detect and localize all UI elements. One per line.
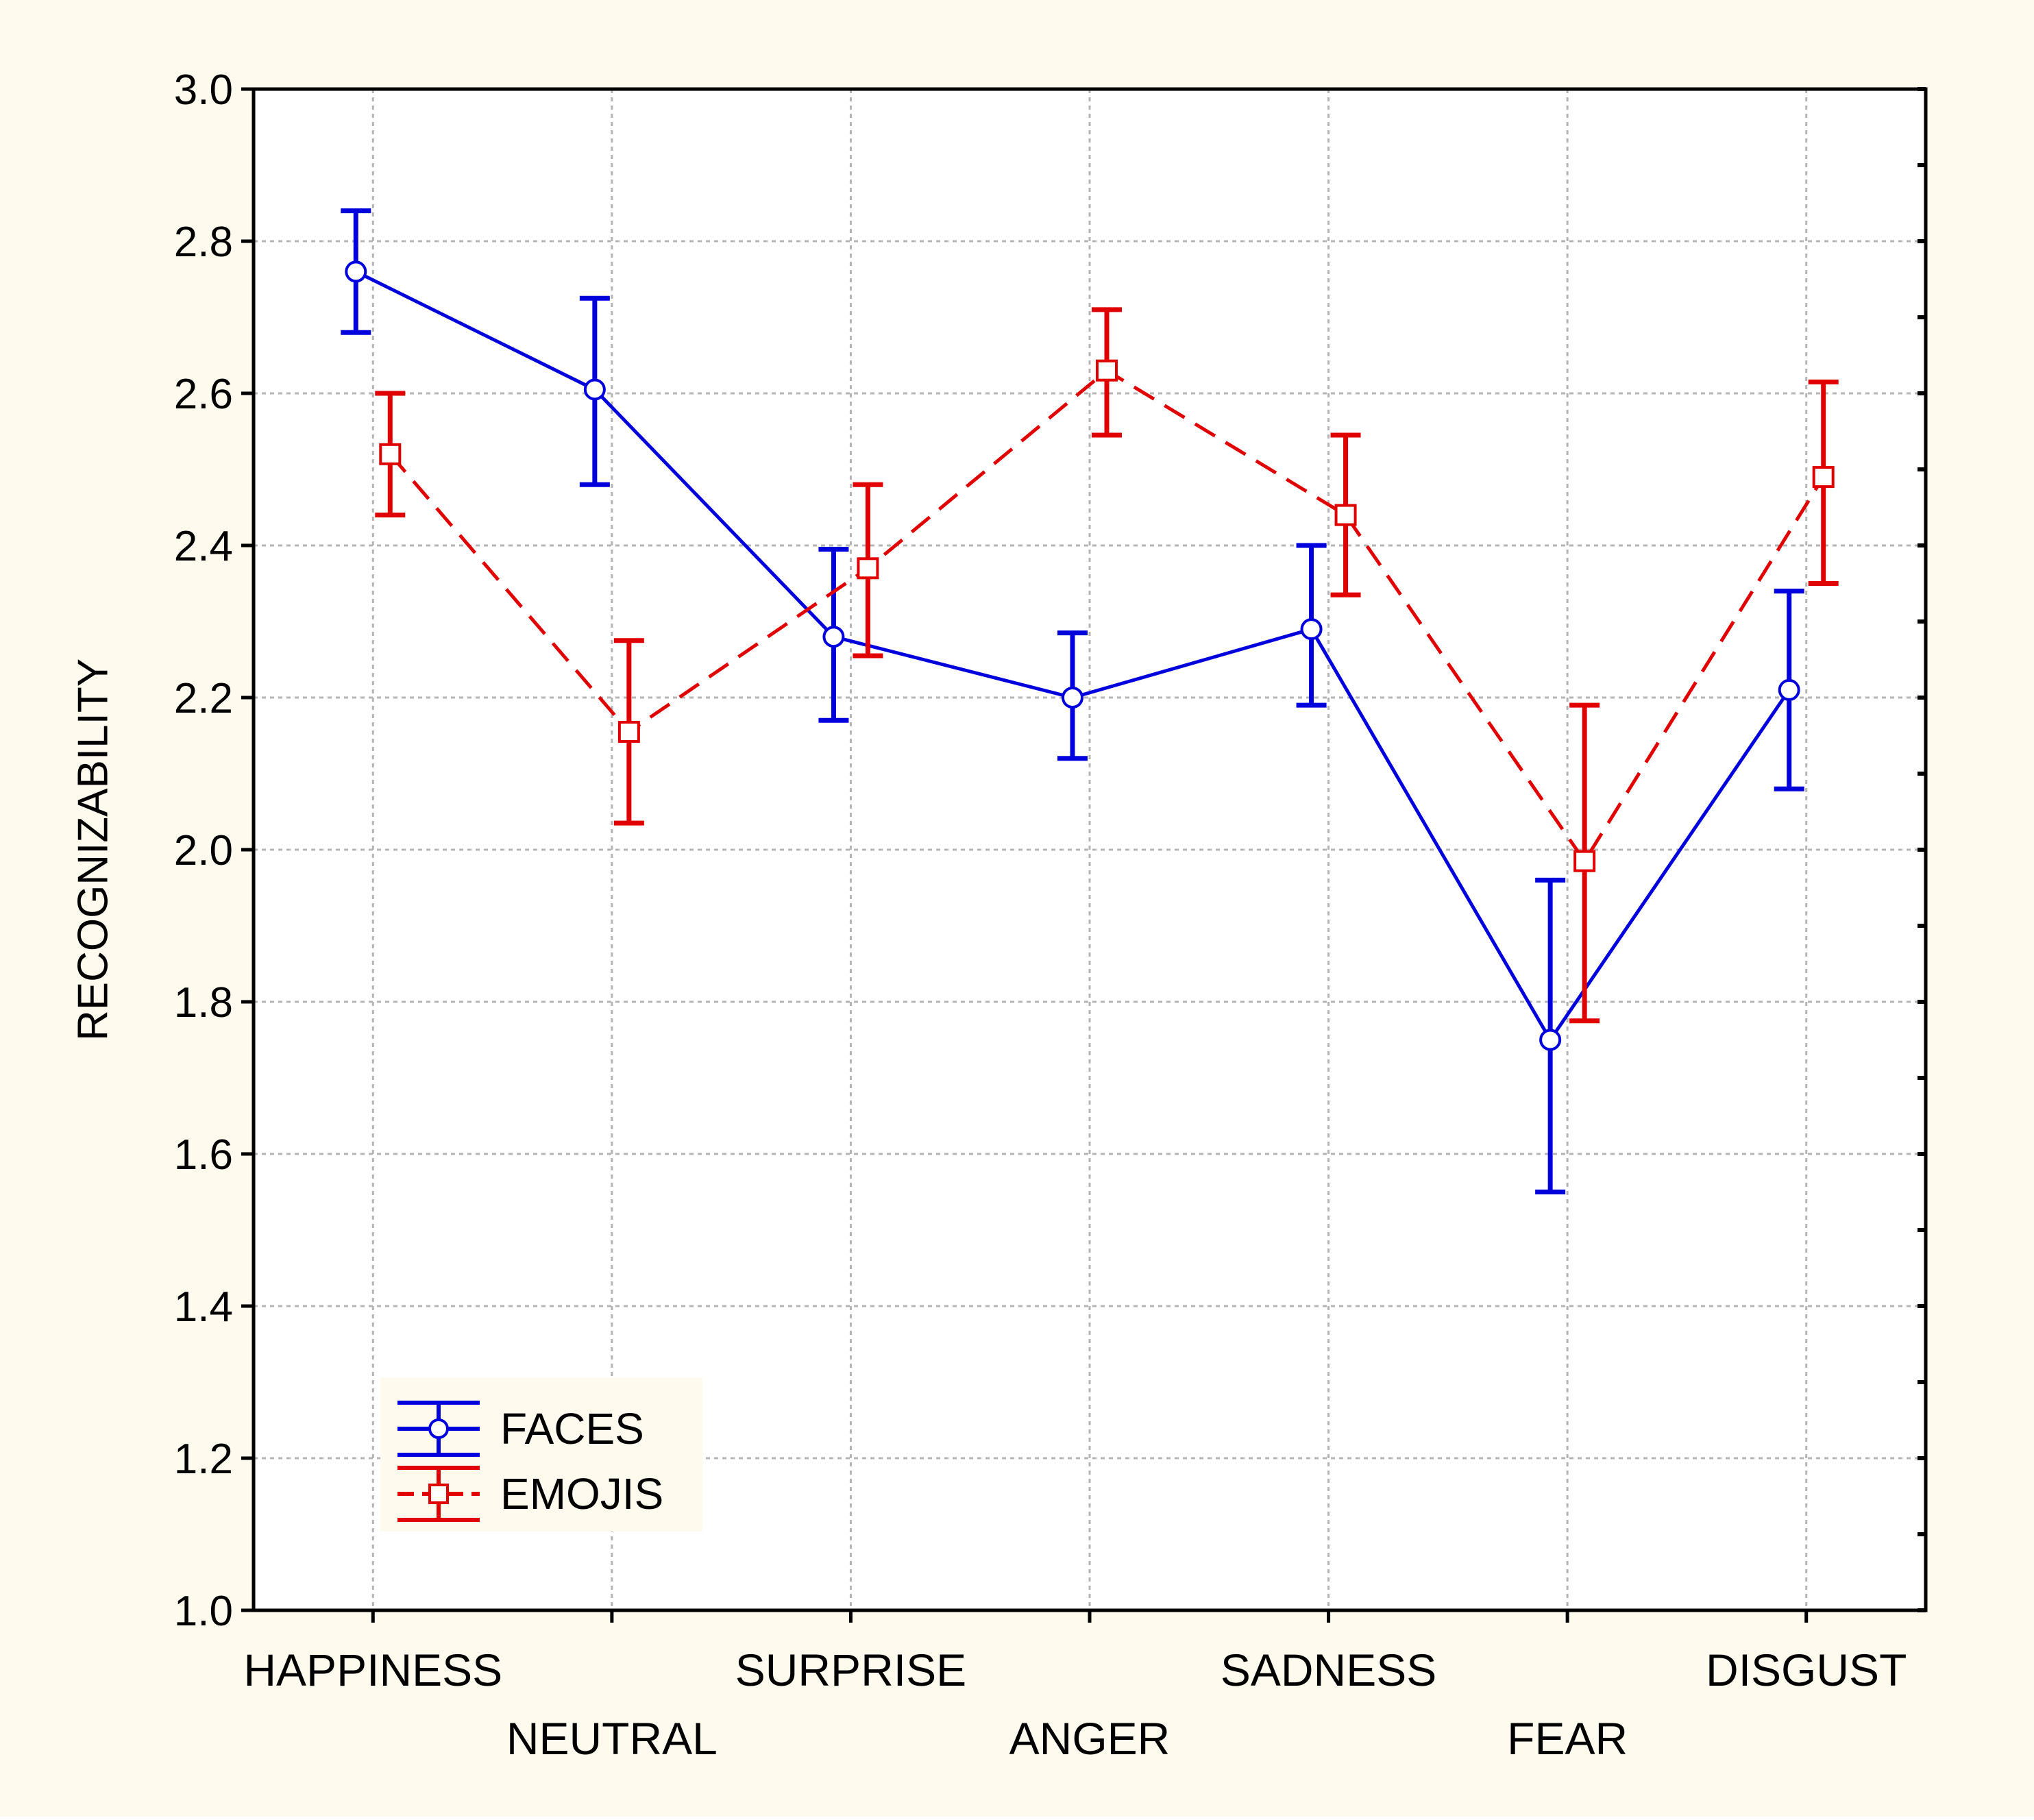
data-point [1573,850,1596,872]
x-tick-label: FEAR [1507,1713,1628,1764]
data-point [857,557,879,580]
x-tick-label: DISGUST [1706,1645,1907,1695]
series-faces [341,208,1804,1194]
data-point [1096,359,1118,382]
axes: 1.0 1.2 1.4 1.6 1.8 2.0 2.2 2.4 2.6 2.8 3.0 HAPPINE… [174,66,1928,1764]
legend: FACES EMOJIS [380,1377,702,1532]
data-point [583,378,606,401]
data-point [822,626,845,648]
legend-label-emojis: EMOJIS [500,1469,663,1518]
y-tick-label: 2.2 [174,675,233,722]
data-point [1539,1029,1562,1051]
y-tick-label: 2.8 [174,219,233,266]
legend-marker-circle [428,1418,449,1439]
data-point [345,260,367,283]
x-tick-label: SADNESS [1221,1645,1436,1695]
y-tick-label: 1.0 [174,1588,233,1635]
data-point [1334,504,1357,526]
data-point [1062,687,1083,709]
y-tick-label: 2.0 [174,827,233,874]
y-tick-label: 1.4 [174,1283,233,1331]
data-point [1778,678,1800,701]
data-point [379,443,402,465]
y-tick-label: 2.4 [174,523,233,570]
y-tick-label: 3.0 [174,66,233,114]
series-emojis [375,307,1839,1024]
data-point [1300,618,1323,641]
x-tick-label: SURPRISE [735,1645,966,1695]
data-point [617,720,640,743]
data-point [1812,466,1835,489]
series [341,208,1839,1194]
x-tick-label: HAPPINESS [243,1645,502,1695]
y-tick-label: 2.6 [174,371,233,418]
y-tick-label: 1.8 [174,979,233,1026]
grid-lines [254,89,1926,1610]
y-tick-label: 1.6 [174,1131,233,1179]
legend-marker-square [428,1484,449,1504]
y-tick-label: 1.2 [174,1436,233,1483]
x-tick-label: NEUTRAL [506,1713,718,1764]
legend-label-faces: FACES [500,1404,644,1453]
x-tick-label: ANGER [1009,1713,1171,1764]
y-axis-title: RECOGNIZABILITY [69,659,117,1041]
